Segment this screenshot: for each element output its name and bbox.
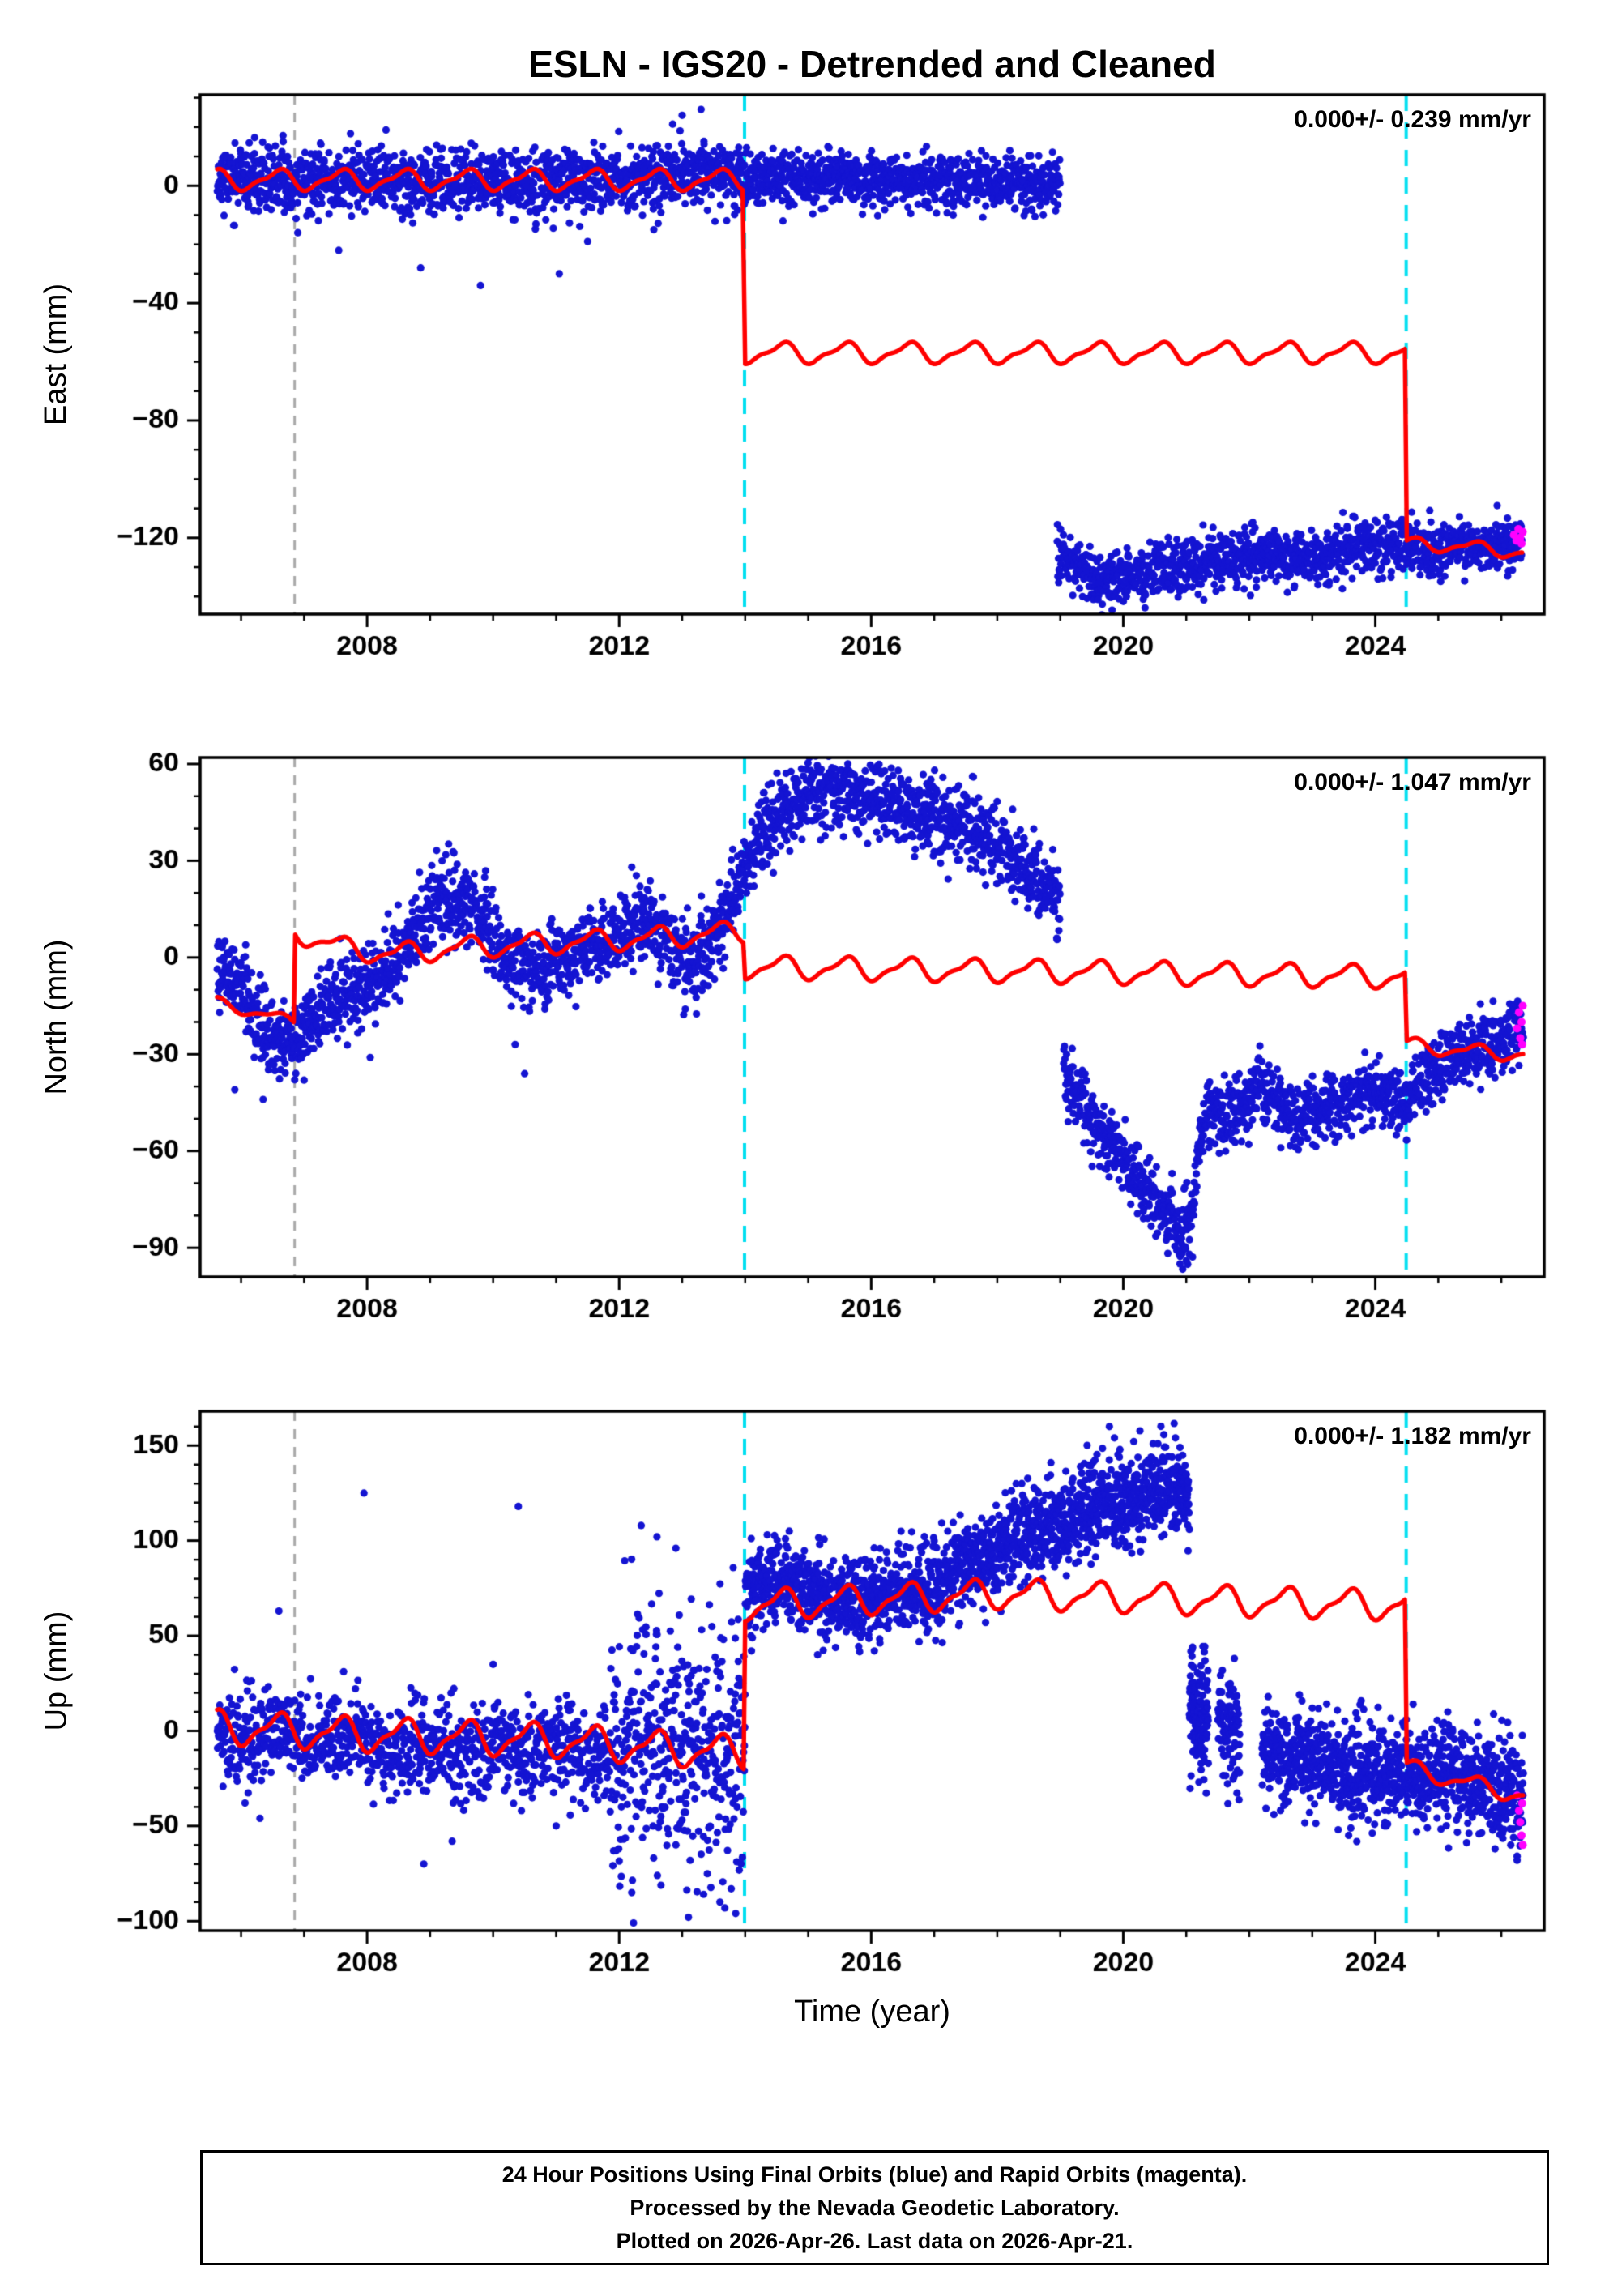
north-axis-label-text: North (mm) [39,939,74,1095]
page-title: ESLN - IGS20 - Detrended and Cleaned [528,43,1216,85]
footer-line-processed: Processed by the Nevada Geodetic Laborat… [630,2195,1120,2220]
north-axis-label: North (mm) [31,758,83,1277]
east-axis-label-text: East (mm) [39,283,74,426]
x-axis-label: Time (year) [794,1995,950,2029]
up-axis-label-text: Up (mm) [39,1611,74,1731]
east-rate-annotation: 0.000+/- 0.239 mm/yr [1294,106,1531,133]
east-axis-label: East (mm) [31,95,83,614]
footer-line-dates: Plotted on 2026-Apr-26. Last data on 202… [616,2228,1133,2253]
up-rate-annotation: 0.000+/- 1.182 mm/yr [1294,1423,1531,1449]
north-rate-annotation: 0.000+/- 1.047 mm/yr [1294,769,1531,796]
up-axis-label: Up (mm) [31,1411,83,1931]
footer-line-orbits: 24 Hour Positions Using Final Orbits (bl… [501,2162,1248,2187]
footer-note-box: 24 Hour Positions Using Final Orbits (bl… [200,2150,1549,2265]
